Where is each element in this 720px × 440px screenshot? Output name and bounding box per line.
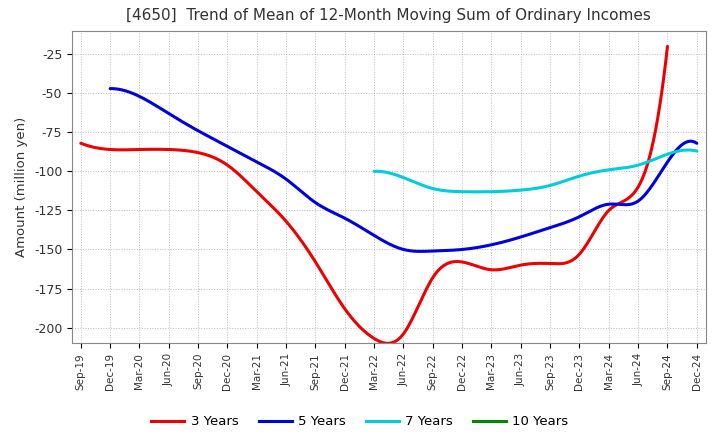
- 3 Years: [426, 279, 434, 285]
- Legend: 3 Years, 5 Years, 7 Years, 10 Years: 3 Years, 5 Years, 7 Years, 10 Years: [146, 410, 574, 433]
- 5 Years: [106, 86, 114, 91]
- 3 Years: [438, 264, 446, 270]
- 7 Years: [563, 177, 572, 183]
- 5 Years: [416, 249, 425, 254]
- Line: 7 Years: 7 Years: [374, 150, 697, 192]
- 7 Years: [371, 169, 379, 174]
- 7 Years: [370, 169, 379, 174]
- Y-axis label: Amount (million yen): Amount (million yen): [15, 117, 28, 257]
- 7 Years: [693, 148, 701, 154]
- 7 Years: [643, 160, 652, 165]
- 3 Years: [610, 203, 618, 209]
- 3 Years: [76, 141, 85, 146]
- 5 Years: [467, 246, 475, 251]
- Line: 5 Years: 5 Years: [110, 88, 697, 251]
- Title: [4650]  Trend of Mean of 12-Month Moving Sum of Ordinary Incomes: [4650] Trend of Mean of 12-Month Moving …: [127, 7, 651, 23]
- 3 Years: [663, 44, 672, 49]
- 7 Years: [562, 178, 570, 183]
- 5 Years: [639, 194, 648, 199]
- 5 Years: [457, 247, 466, 252]
- 3 Years: [382, 341, 391, 346]
- 3 Years: [573, 254, 582, 259]
- 7 Years: [472, 189, 481, 194]
- 7 Years: [663, 151, 672, 157]
- 5 Years: [455, 247, 464, 253]
- 3 Years: [428, 276, 436, 282]
- 5 Years: [108, 86, 117, 91]
- 5 Years: [602, 202, 611, 207]
- 3 Years: [78, 141, 87, 147]
- 5 Years: [693, 141, 701, 146]
- 7 Years: [684, 147, 693, 153]
- Line: 3 Years: 3 Years: [81, 46, 667, 343]
- 7 Years: [568, 176, 577, 181]
